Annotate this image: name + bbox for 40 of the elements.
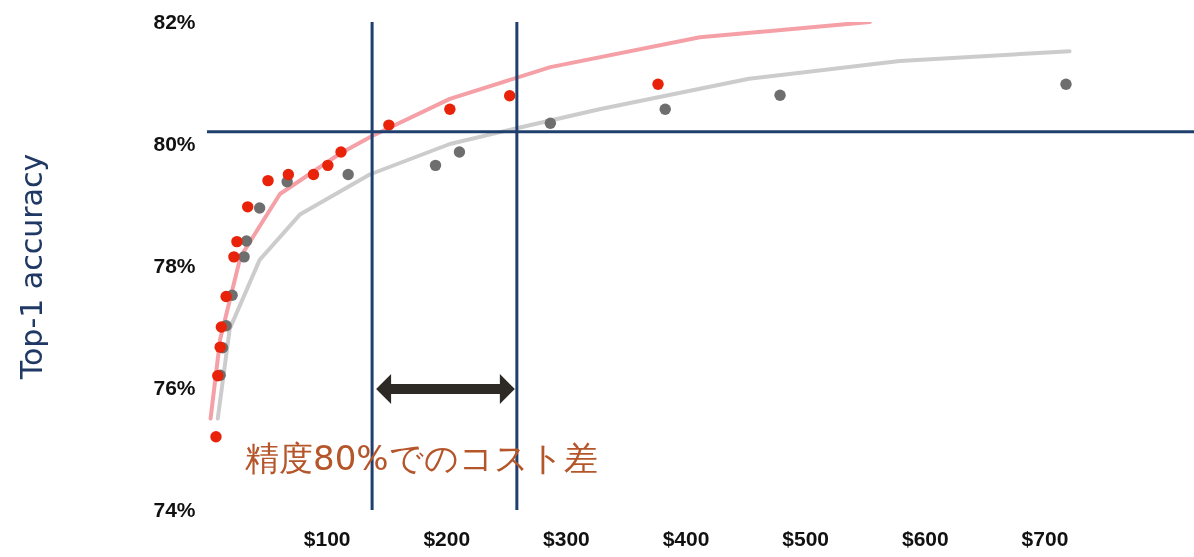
point	[282, 168, 295, 181]
y-tick-label: 80%	[153, 131, 196, 155]
point	[429, 159, 442, 172]
y-tick-label: 76%	[153, 375, 196, 399]
line-series	[215, 49, 1072, 421]
x-tick-label: $400	[662, 526, 710, 550]
point	[453, 146, 466, 158]
point	[1060, 78, 1072, 90]
point	[659, 103, 671, 115]
point	[307, 168, 320, 181]
point	[231, 235, 243, 248]
point	[215, 321, 228, 333]
point	[240, 235, 253, 247]
point	[503, 90, 516, 102]
point	[335, 146, 347, 158]
line-series	[208, 22, 872, 421]
point	[228, 251, 240, 263]
point	[544, 117, 557, 129]
point	[210, 431, 222, 443]
x-tick-label: $300	[543, 526, 590, 550]
x-tick-label: $100	[303, 526, 351, 550]
point	[241, 201, 254, 213]
point	[262, 174, 274, 187]
point	[238, 251, 250, 263]
point	[220, 290, 232, 303]
point	[253, 202, 266, 214]
y-tick-label: 78%	[153, 253, 196, 277]
point	[383, 119, 395, 131]
point	[322, 159, 334, 172]
y-tick-label: 82%	[153, 9, 196, 33]
point	[774, 89, 786, 101]
x-tick-label: $500	[782, 526, 830, 550]
x-tick-label: $600	[901, 526, 949, 550]
x-tick-label: $700	[1021, 526, 1069, 550]
point	[652, 78, 664, 90]
y-axis-title: Top-1 accuracy	[14, 153, 50, 381]
point	[444, 103, 456, 115]
x-tick-label: $200	[423, 526, 471, 550]
y-tick-label: 74%	[153, 497, 196, 521]
point	[342, 168, 354, 181]
